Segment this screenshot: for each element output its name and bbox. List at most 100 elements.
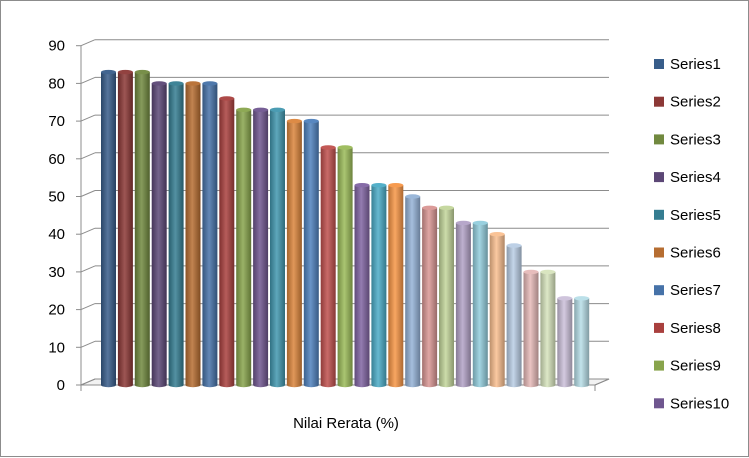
bar-body xyxy=(117,72,133,388)
y-tick-label: 50 xyxy=(48,189,65,206)
bar-top xyxy=(151,81,167,86)
y-tick-label: 90 xyxy=(48,38,65,55)
bar-top xyxy=(236,107,252,112)
bar-top xyxy=(405,194,421,199)
bar xyxy=(489,232,505,388)
bar-top xyxy=(185,81,201,86)
bar-body xyxy=(489,234,505,388)
bar xyxy=(455,220,471,388)
legend-label: Series6 xyxy=(670,245,721,262)
bar xyxy=(354,182,370,388)
bar xyxy=(405,194,421,388)
bar-body xyxy=(388,185,404,388)
bar xyxy=(202,81,218,388)
legend-label: Series2 xyxy=(670,94,721,111)
bar-top xyxy=(134,69,150,75)
bar-body xyxy=(219,98,235,388)
bar-top xyxy=(472,220,488,226)
bar xyxy=(388,182,404,388)
bar xyxy=(422,205,438,388)
bar-body xyxy=(303,121,319,388)
bar xyxy=(270,107,285,388)
legend-swatch xyxy=(654,322,664,333)
bar-body xyxy=(557,298,573,388)
bar-body xyxy=(134,72,150,388)
bar-body xyxy=(320,147,336,388)
y-tick-label: 60 xyxy=(48,151,65,168)
y-tick-label: 40 xyxy=(48,226,65,243)
bar-body xyxy=(422,207,438,388)
gridline-side xyxy=(80,114,96,122)
bar xyxy=(472,220,488,388)
bar-body xyxy=(101,72,116,388)
legend-label: Series7 xyxy=(670,282,721,299)
bar-body xyxy=(236,109,252,388)
bar xyxy=(574,296,590,388)
bar xyxy=(151,81,167,388)
bar-body xyxy=(540,271,556,388)
bar-top xyxy=(574,296,590,301)
legend-swatch xyxy=(654,247,664,258)
y-tick-label: 30 xyxy=(48,264,65,281)
bar-body xyxy=(270,109,285,388)
bar-top xyxy=(202,81,218,86)
legend-label: Series9 xyxy=(670,358,721,375)
bar-body xyxy=(523,271,539,388)
bar xyxy=(236,107,252,388)
y-tick-label: 10 xyxy=(48,339,65,356)
gridline-side xyxy=(80,378,96,386)
bar xyxy=(219,96,235,388)
legend-label: Series4 xyxy=(670,169,721,186)
x-axis-end xyxy=(594,378,610,386)
bar-top xyxy=(219,96,235,101)
legend-label: Series3 xyxy=(670,131,721,148)
legend-swatch xyxy=(654,398,664,409)
y-tick-labels: 0 10 20 30 40 50 60 70 80 90 xyxy=(48,38,65,394)
legend-swatch xyxy=(654,59,664,69)
legend-swatch xyxy=(654,134,664,145)
gridline-side xyxy=(80,76,96,84)
legend-label: Series1 xyxy=(670,56,721,73)
bar-top xyxy=(388,182,404,188)
legend-swatch xyxy=(654,360,664,371)
gridline-side xyxy=(80,303,96,311)
bar-body xyxy=(472,222,488,388)
bar-top xyxy=(253,107,269,112)
gridline-side xyxy=(80,265,96,273)
bar-body xyxy=(168,83,184,388)
bar xyxy=(303,118,319,388)
x-axis-title: Nilai Rerata (%) xyxy=(293,415,399,432)
bar-top xyxy=(101,69,116,75)
bar xyxy=(117,69,133,388)
bars xyxy=(101,69,590,388)
gridline-side xyxy=(80,227,96,235)
bar-top xyxy=(371,182,387,188)
bar-top xyxy=(354,182,370,188)
bar xyxy=(168,81,184,388)
bar-body xyxy=(151,83,167,388)
gridline-side xyxy=(80,190,96,197)
bar-body xyxy=(405,196,421,388)
bar-body xyxy=(574,298,590,388)
bar xyxy=(506,243,522,388)
legend-swatch xyxy=(654,172,664,183)
bar-top xyxy=(439,205,454,211)
bar xyxy=(185,81,201,388)
gridline-side xyxy=(80,39,96,47)
bar-top xyxy=(337,145,353,150)
bar-body xyxy=(506,245,522,388)
bar-top xyxy=(455,220,471,226)
bar xyxy=(371,182,387,388)
bar-top xyxy=(320,145,336,150)
bar-body xyxy=(354,185,370,388)
bar-body xyxy=(286,121,302,388)
bar-top xyxy=(168,81,184,86)
bar-body xyxy=(253,109,269,388)
legend-swatch xyxy=(654,285,664,296)
bar-body xyxy=(185,83,201,388)
legend-label: Series10 xyxy=(670,395,729,412)
legend-swatch xyxy=(654,209,664,220)
y-tick-label: 80 xyxy=(48,75,65,92)
